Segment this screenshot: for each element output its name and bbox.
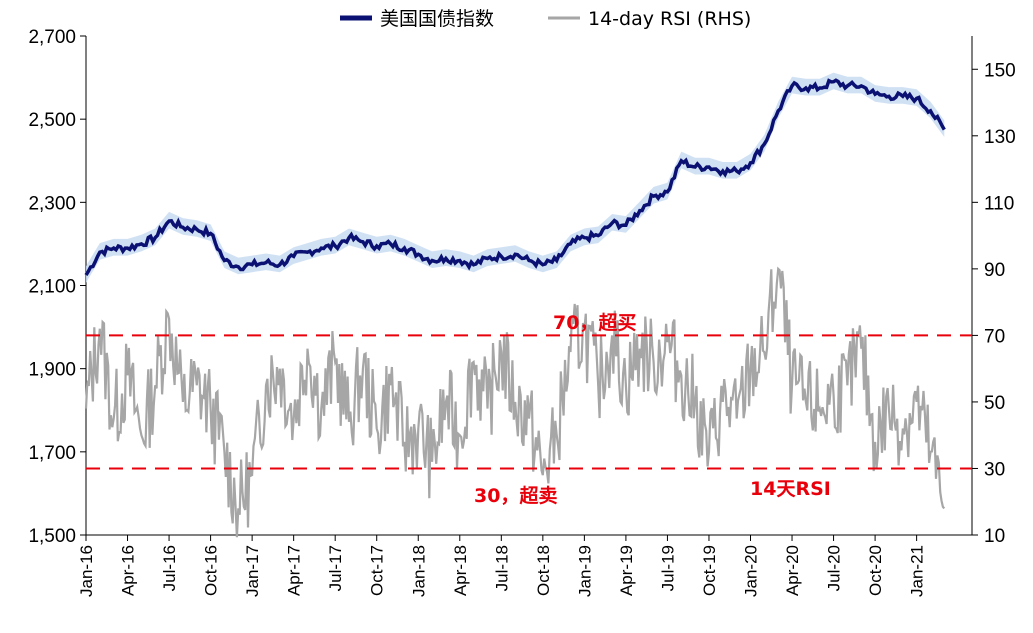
legend-label-treasury: 美国国债指数 [380,8,494,30]
annotation-overbought: 70，超买 [553,311,636,334]
annotation-oversold: 30，超卖 [474,484,557,507]
right-tick-label: 30 [984,459,1005,480]
legend-label-rsi: 14-day RSI (RHS) [588,8,751,30]
left-tick-label: 2,300 [28,193,76,214]
x-tick-label: Apr-19 [617,545,636,596]
rsi-line [84,266,946,538]
x-tick-label: Jan-16 [77,545,96,597]
x-tick-label: Jul-19 [658,545,677,591]
x-tick-label: Oct-20 [866,545,885,596]
x-tick-label: Jul-17 [326,545,345,591]
right-tick-label: 90 [984,260,1005,281]
legend: 美国国债指数 14-day RSI (RHS) [340,8,751,30]
x-tick-label: Oct-19 [700,545,719,596]
x-tick-label: Oct-16 [202,545,221,596]
left-axis-ticks: 1,500 1,700 1,900 2,100 2,300 2,500 2,700 [28,27,86,547]
left-tick-label: 2,500 [28,110,76,131]
x-tick-label: Oct-18 [534,545,553,596]
x-tick-label: Jul-20 [825,545,844,591]
right-axis-ticks: 10 30 50 70 90 110 130 150 [972,60,1016,547]
right-tick-label: 150 [984,60,1016,81]
annotation-rsi-label: 14天RSI [750,478,831,500]
x-tick-label: Apr-18 [451,545,470,596]
right-tick-label: 70 [984,326,1005,347]
left-tick-label: 2,100 [28,277,76,298]
x-tick-label: Apr-17 [285,545,304,596]
x-tick-label: Jan-19 [575,545,594,597]
x-tick-label: Jul-16 [160,545,179,591]
x-tick-label: Jan-18 [409,545,428,597]
x-tick-label: Jan-17 [243,545,262,597]
right-tick-label: 50 [984,393,1005,414]
x-axis-ticks: Jan-16 Apr-16 Jul-16 Oct-16 Jan-17 Apr-17 Jul-… [77,535,927,597]
left-tick-label: 1,500 [28,526,76,547]
treasury-index-line [84,78,946,277]
treasury-range-band [86,72,945,283]
x-tick-label: Jul-18 [492,545,511,591]
left-tick-label: 1,700 [28,443,76,464]
right-tick-label: 10 [984,526,1005,547]
x-tick-label: Apr-20 [783,545,802,596]
left-tick-label: 2,700 [28,27,76,48]
right-tick-label: 130 [984,127,1016,148]
right-tick-label: 110 [984,193,1014,214]
x-tick-label: Jan-20 [742,545,761,597]
axes [85,36,973,536]
left-tick-label: 1,900 [28,360,76,381]
x-tick-label: Jan-21 [908,545,927,597]
x-tick-label: Apr-16 [119,545,138,596]
x-tick-label: Oct-17 [368,545,387,596]
